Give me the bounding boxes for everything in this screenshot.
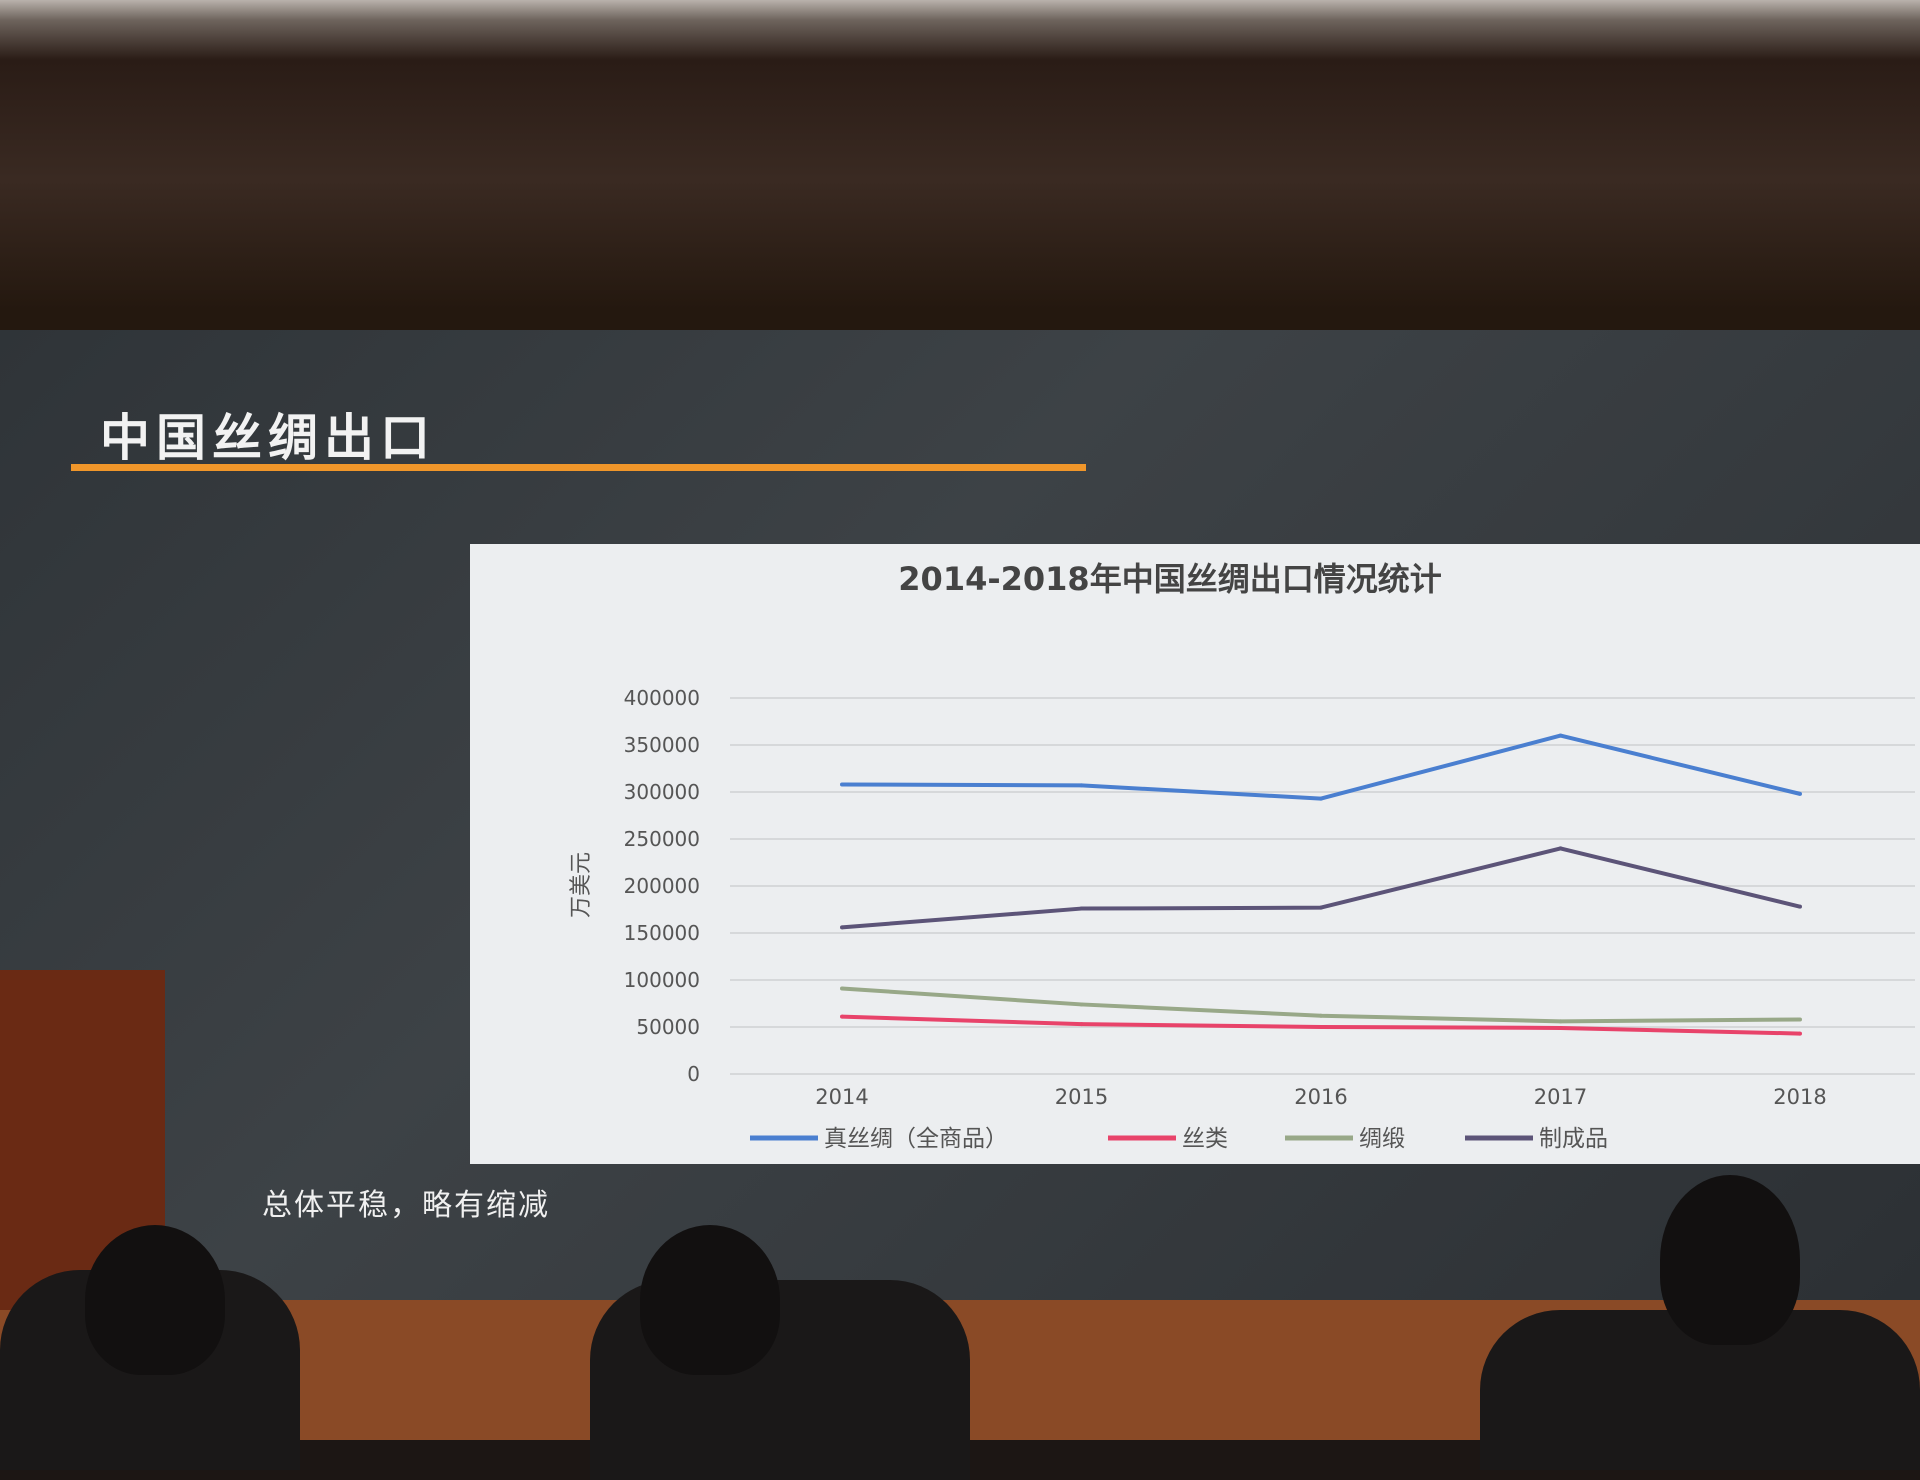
y-axis-label: 万美元: [569, 852, 594, 918]
y-tick-label: 0: [687, 1062, 700, 1086]
title-underline: [71, 464, 1086, 471]
slide-caption: 总体平稳，略有缩减: [262, 1188, 550, 1223]
audience-head: [640, 1225, 780, 1375]
data-point: [1798, 904, 1802, 909]
line-chart: 2014-2018年中国丝绸出口情况统计 万美元 0 50000 100000 150…: [569, 560, 1915, 1152]
y-tick-label: 400000: [624, 686, 700, 710]
data-point: [1079, 783, 1084, 788]
data-point: [1079, 1022, 1084, 1027]
legend-label: 丝类: [1182, 1126, 1228, 1152]
data-point: [1079, 906, 1084, 911]
y-tick-label: 50000: [636, 1015, 700, 1039]
y-tick-label: 350000: [624, 733, 700, 757]
x-tick-label: 2017: [1534, 1085, 1587, 1109]
legend-label: 制成品: [1539, 1126, 1608, 1152]
y-tick-label: 150000: [624, 921, 700, 945]
data-point: [1558, 846, 1563, 851]
x-tick-label: 2016: [1294, 1085, 1347, 1109]
y-tick-label: 250000: [624, 827, 700, 851]
data-point: [1079, 1002, 1084, 1007]
y-tick-label: 100000: [624, 968, 700, 992]
data-point: [840, 782, 844, 787]
data-point: [1319, 1013, 1323, 1018]
data-point: [1558, 1025, 1563, 1030]
legend-label: 真丝绸（全商品）: [824, 1126, 1008, 1152]
data-point: [1319, 905, 1323, 910]
series-line: [841, 846, 1801, 930]
audience-head: [85, 1225, 225, 1375]
data-point: [840, 986, 844, 991]
ceiling-background: [0, 0, 1920, 330]
data-point: [1798, 1031, 1802, 1036]
data-point: [1319, 796, 1323, 801]
data-point: [840, 1014, 844, 1019]
slide-title: 中国丝绸出口: [100, 409, 436, 467]
data-point: [840, 925, 844, 930]
x-tick-label: 2018: [1773, 1085, 1826, 1109]
data-point: [1798, 1017, 1802, 1022]
y-tick-label: 200000: [624, 874, 700, 898]
chart-panel: [470, 544, 1920, 1164]
data-point: [1798, 791, 1802, 796]
data-point: [1319, 1025, 1323, 1029]
chart-title: 2014-2018年中国丝绸出口情况统计: [898, 560, 1441, 598]
data-point: [1558, 733, 1563, 738]
y-tick-label: 300000: [624, 780, 700, 804]
x-tick-label: 2014: [815, 1085, 868, 1109]
audience-head: [1660, 1175, 1800, 1345]
data-point: [1558, 1019, 1563, 1024]
legend-label: 绸缎: [1359, 1126, 1405, 1152]
x-tick-label: 2015: [1055, 1085, 1108, 1109]
